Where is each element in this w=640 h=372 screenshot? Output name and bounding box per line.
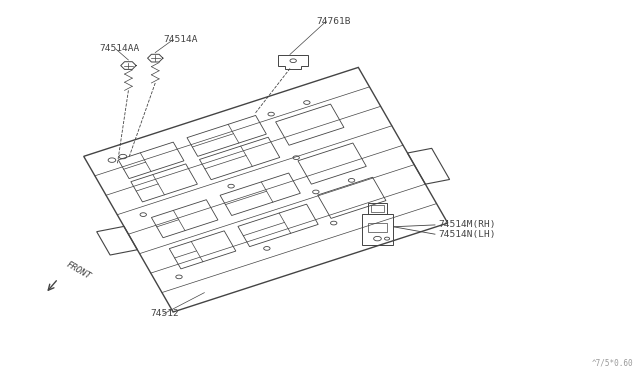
Text: 74514AA: 74514AA	[100, 44, 140, 53]
Text: 74761B: 74761B	[317, 17, 351, 26]
Text: 74514N(LH): 74514N(LH)	[438, 230, 495, 239]
Text: 74514A: 74514A	[164, 35, 198, 44]
Text: 74514M(RH): 74514M(RH)	[438, 221, 495, 230]
Text: ^7/5*0.60: ^7/5*0.60	[591, 359, 633, 368]
Text: 74512: 74512	[151, 310, 179, 318]
Text: FRONT: FRONT	[65, 260, 92, 281]
